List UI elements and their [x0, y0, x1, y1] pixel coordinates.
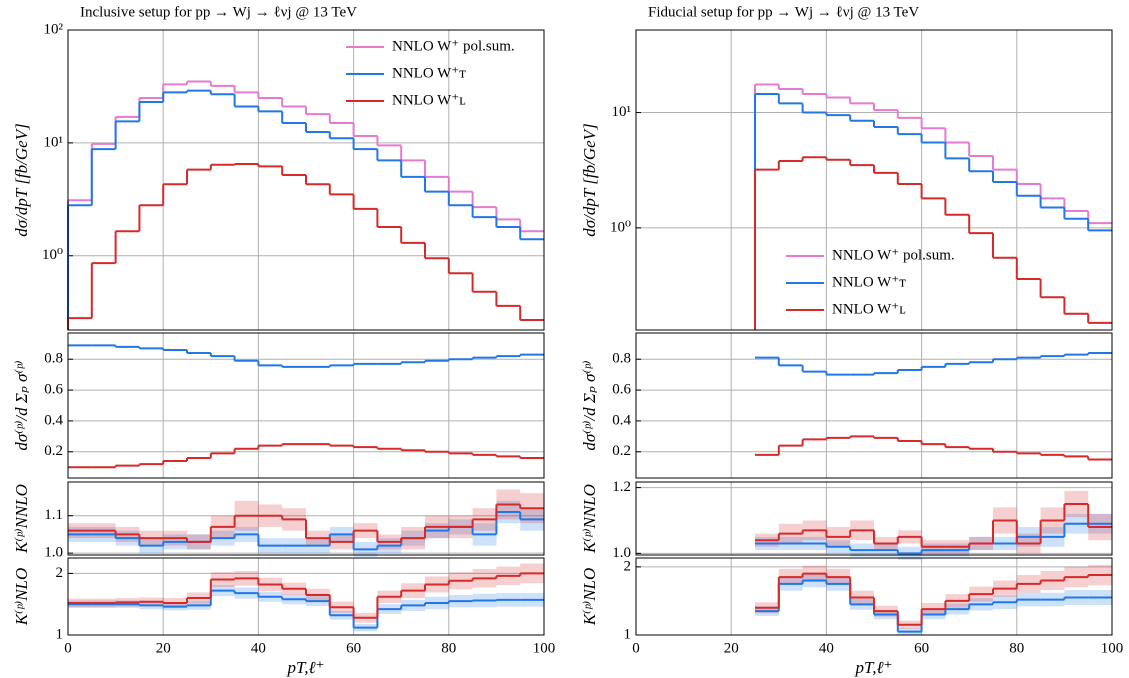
y-tick-label: 10¹: [612, 104, 632, 120]
x-tick-label: 80: [441, 640, 456, 656]
y-axis-label: dσ/dpT [fb/GeV]: [12, 123, 31, 236]
x-tick-label: 40: [819, 640, 834, 656]
y-tick-label: 1.1: [44, 507, 63, 523]
y-tick-label: 0.6: [612, 382, 631, 398]
y-tick-label: 2: [624, 558, 632, 574]
x-tick-label: 20: [156, 640, 171, 656]
y-tick-label: 0.4: [44, 412, 63, 428]
plot-frame: [635, 557, 1113, 636]
y-tick-label: 10²: [44, 21, 64, 37]
y-axis-label: K⁽ᵖ⁾NLO: [12, 568, 31, 627]
x-tick-label: 100: [1101, 640, 1124, 656]
plot-frame: [635, 481, 1113, 556]
plot-frame: [635, 332, 1113, 479]
y-axis-label: dσ⁽ᵖ⁾/d Σₚ σ⁽ᵖ⁾: [580, 360, 599, 450]
y-tick-label: 1.0: [612, 545, 631, 561]
y-axis-label: dσ⁽ᵖ⁾/d Σₚ σ⁽ᵖ⁾: [12, 360, 31, 450]
y-tick-label: 10⁰: [42, 247, 63, 263]
legend-label: NNLO W⁺ pol.sum.: [832, 247, 955, 263]
legend-label: NNLO W⁺ʟ: [832, 301, 906, 317]
legend-label: NNLO W⁺ʟ: [392, 92, 466, 108]
y-axis-label: K⁽ᵖ⁾NNLO: [12, 484, 31, 554]
y-tick-label: 10¹: [44, 134, 64, 150]
y-axis-label: K⁽ᵖ⁾NNLO: [580, 484, 599, 554]
x-tick-label: 0: [64, 640, 72, 656]
y-tick-label: 1.0: [44, 545, 63, 561]
plot-frame: [67, 332, 545, 479]
chart-title: Fiducial setup for pp → Wj → ℓνj @ 13 Te…: [648, 4, 919, 20]
x-tick-label: 100: [533, 640, 556, 656]
y-tick-label: 1: [624, 626, 632, 642]
legend-label: NNLO W⁺ᴛ: [832, 274, 906, 290]
x-tick-label: 40: [251, 640, 266, 656]
x-tick-label: 80: [1009, 640, 1024, 656]
plot-frame: [67, 481, 545, 556]
chart-title: Inclusive setup for pp → Wj → ℓνj @ 13 T…: [80, 4, 357, 20]
plot-frame: [635, 29, 1113, 331]
y-tick-label: 1.2: [612, 479, 631, 495]
y-tick-label: 0.2: [612, 443, 631, 459]
x-tick-label: 20: [724, 640, 739, 656]
x-tick-label: 60: [346, 640, 361, 656]
legend-label: NNLO W⁺ᴛ: [392, 65, 466, 81]
y-axis-label: dσ/dpT [fb/GeV]: [580, 123, 599, 236]
y-tick-label: 10⁰: [610, 219, 631, 235]
y-tick-label: 0.8: [44, 351, 63, 367]
x-tick-label: 60: [914, 640, 929, 656]
legend-label: NNLO W⁺ pol.sum.: [392, 38, 515, 54]
plot-frame: [67, 557, 545, 636]
y-tick-label: 0.2: [44, 443, 63, 459]
y-tick-label: 0.8: [612, 351, 631, 367]
y-tick-label: 1: [56, 626, 64, 642]
y-tick-label: 2: [56, 565, 64, 581]
x-tick-label: 0: [632, 640, 640, 656]
x-axis-label: pT,ℓ⁺: [287, 658, 325, 677]
x-axis-label: pT,ℓ⁺: [855, 658, 893, 677]
y-tick-label: 0.4: [612, 412, 631, 428]
y-axis-label: K⁽ᵖ⁾NLO: [580, 568, 599, 627]
plot-frame: [67, 29, 545, 331]
y-tick-label: 0.6: [44, 382, 63, 398]
